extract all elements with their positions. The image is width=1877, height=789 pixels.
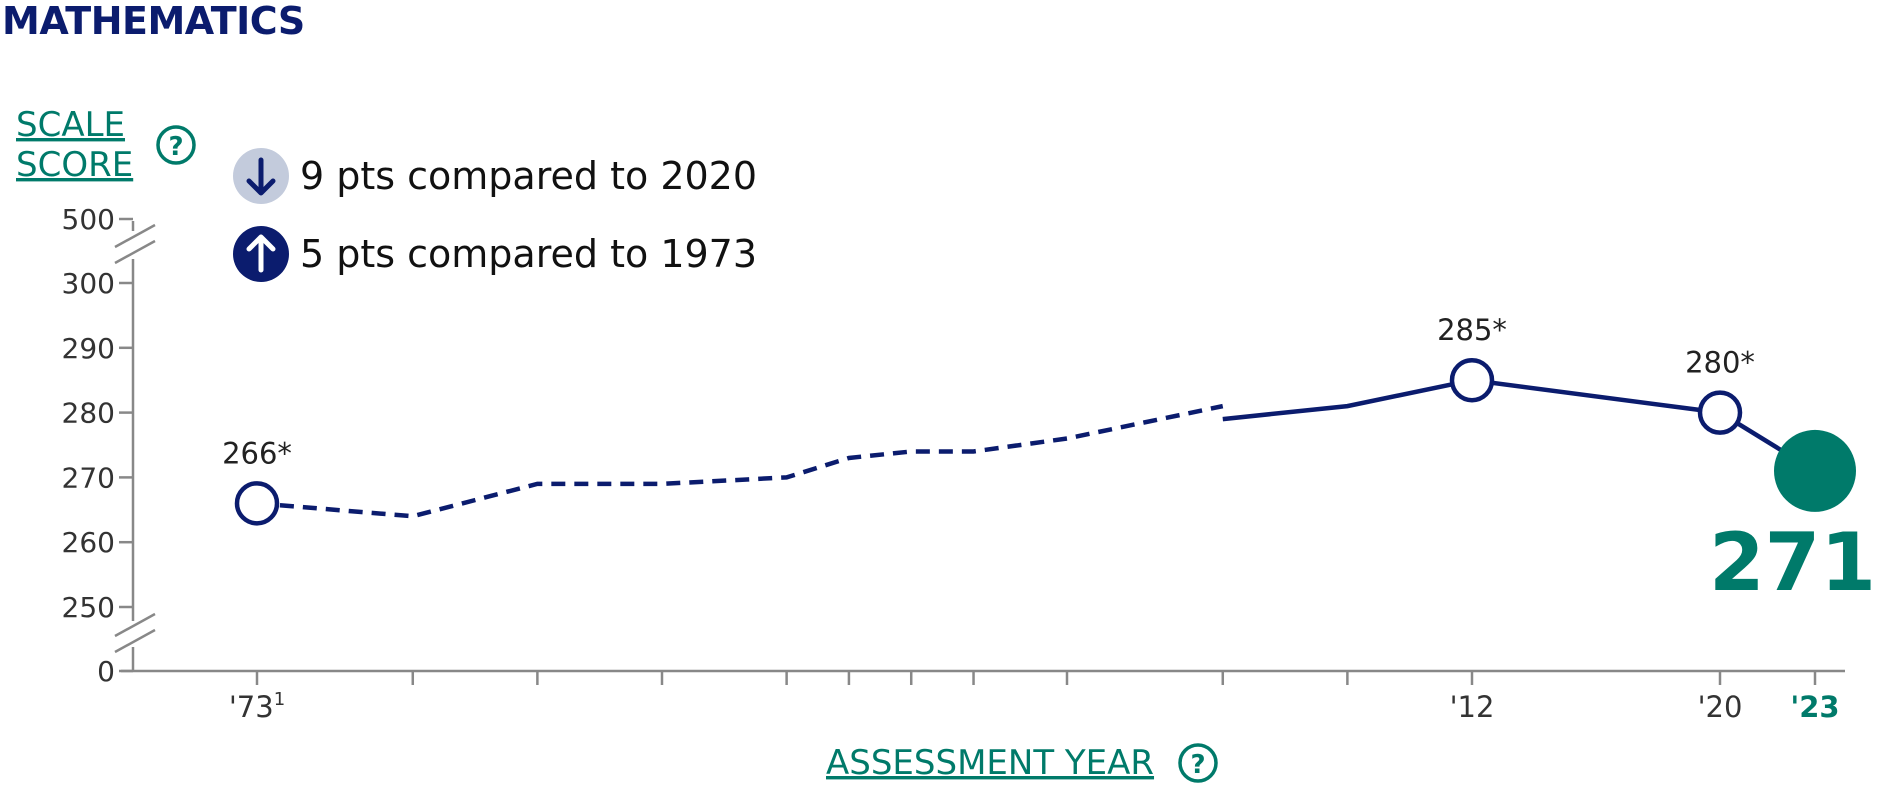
svg-text:?: ? — [1190, 750, 1205, 780]
axis-break-mark — [114, 612, 156, 638]
comparison-text-1973: 5 pts compared to 1973 — [300, 232, 757, 276]
x-tick-label: '12 — [1450, 690, 1495, 724]
y-ticks: 0 250 260 270 280 290 300 500 — [62, 203, 133, 688]
axis-break-mark — [114, 239, 156, 265]
x-axis-link[interactable]: ASSESSMENT YEAR — [826, 743, 1154, 783]
data-point-label: 266* — [222, 436, 292, 470]
data-point-open — [1697, 390, 1743, 435]
x-ticks: '731 '12 '20 '23 — [229, 671, 1840, 724]
y-tick-label: 290 — [62, 332, 115, 365]
series-line-dashed — [256, 403, 1224, 519]
y-tick-label: 0 — [97, 655, 115, 688]
axes — [114, 221, 1845, 673]
data-point-label: 285* — [1437, 313, 1507, 347]
y-tick-label: 300 — [62, 267, 115, 300]
arrow-up-icon — [246, 234, 276, 273]
series-lines — [256, 377, 1817, 519]
x-tick-label: '20 — [1698, 690, 1743, 724]
arrow-down-icon — [246, 157, 276, 196]
x-axis-help-icon[interactable]: ? — [1178, 743, 1218, 783]
y-tick-label: 500 — [62, 203, 115, 236]
y-tick-label: 280 — [62, 397, 115, 430]
data-labels: 266* 285* 280* — [222, 313, 1755, 470]
data-point-latest — [1774, 429, 1856, 512]
chart-title: MATHEMATICS — [2, 0, 305, 43]
y-tick-label: 270 — [62, 461, 115, 494]
data-point-open — [1449, 357, 1495, 403]
data-markers — [234, 357, 1856, 526]
y-tick-label: 250 — [62, 591, 115, 624]
svg-text:?: ? — [168, 132, 183, 162]
data-point-open — [234, 481, 280, 526]
comparison-text-2020: 9 pts compared to 2020 — [300, 154, 757, 198]
y-axis-link-line2[interactable]: SCORE — [16, 145, 133, 185]
y-tick-label: 260 — [62, 526, 115, 559]
latest-score-value: 271 — [1709, 516, 1876, 609]
axis-break-mark — [114, 223, 156, 249]
comparison-down: 9 pts compared to 2020 — [233, 148, 757, 204]
y-axis-help-icon[interactable]: ? — [156, 125, 196, 165]
comparison-up: 5 pts compared to 1973 — [233, 226, 757, 282]
y-axis-link-line1[interactable]: SCALE — [16, 105, 125, 145]
data-point-label: 280* — [1685, 346, 1755, 380]
x-tick-label: '23 — [1790, 690, 1839, 724]
x-tick-label: '731 — [229, 689, 285, 724]
axis-break-mark — [114, 628, 156, 654]
